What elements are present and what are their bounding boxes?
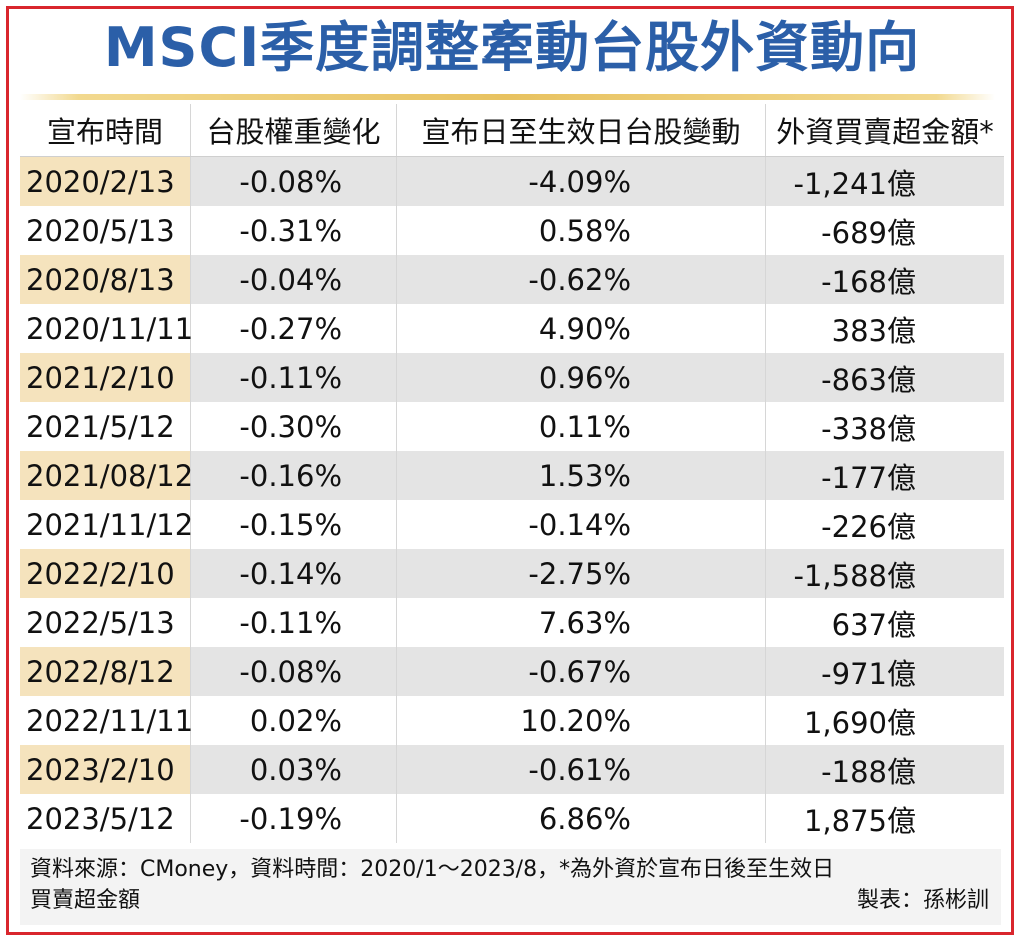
cell-foreign-flow: -971億 (765, 647, 1004, 696)
cell-date: 2020/11/11 (26, 311, 194, 346)
cell-date: 2021/2/10 (20, 353, 191, 402)
column-header-change: 宣布日至生效日台股變動 (396, 104, 766, 157)
cell-index-change: 0.11% (396, 402, 766, 451)
cell-weight-change: 0.02% (190, 696, 397, 745)
table-row: 2020/5/13 -0.31% 0.58% -689億 (20, 206, 1004, 255)
cell-foreign-flow: 1,690億 (765, 696, 1004, 745)
cell-index-change: 0.96% (396, 353, 766, 402)
cell-foreign-flow: -226億 (765, 500, 1004, 549)
cell-foreign-flow: 383億 (765, 304, 1004, 353)
table-row: 2020/8/13 -0.04% -0.62% -168億 (20, 255, 1004, 304)
cell-weight-change: 0.03% (190, 745, 397, 794)
cell-index-change: -0.14% (396, 500, 766, 549)
cell-foreign-flow: -177億 (765, 451, 1004, 500)
table-row: 2021/5/12 -0.30% 0.11% -338億 (20, 402, 1004, 451)
cell-foreign-flow: 637億 (765, 598, 1004, 647)
cell-date: 2023/2/10 (20, 745, 191, 794)
table-row: 2022/11/11 0.02% 10.20% 1,690億 (20, 696, 1004, 745)
cell-weight-change: -0.31% (190, 206, 397, 255)
cell-weight-change: -0.16% (190, 451, 397, 500)
data-table-container: 宣布時間 台股權重變化 宣布日至生效日台股變動 外資買賣超金額* 2020/2/… (20, 104, 1004, 843)
data-table: 宣布時間 台股權重變化 宣布日至生效日台股變動 外資買賣超金額* 2020/2/… (20, 104, 1004, 843)
cell-date: 2022/5/13 (26, 605, 175, 640)
cell-foreign-flow: -1,588億 (765, 549, 1004, 598)
header-row: 宣布時間 台股權重變化 宣布日至生效日台股變動 外資買賣超金額* (20, 104, 1004, 157)
cell-index-change: 7.63% (396, 598, 766, 647)
table-row: 2022/8/12 -0.08% -0.67% -971億 (20, 647, 1004, 696)
cell-foreign-flow: -188億 (765, 745, 1004, 794)
cell-index-change: 10.20% (396, 696, 766, 745)
table-row: 2021/11/12 -0.15% -0.14% -226億 (20, 500, 1004, 549)
table-row: 2022/5/13 -0.11% 7.63% 637億 (20, 598, 1004, 647)
cell-date: 2020/8/13 (20, 255, 191, 304)
cell-date: 2021/08/12 (20, 451, 193, 500)
title-underline (20, 94, 995, 100)
cell-index-change: -0.62% (396, 255, 766, 304)
cell-weight-change: -0.30% (190, 402, 397, 451)
table-body: 2020/2/13 -0.08% -4.09% -1,241億 2020/5/13 -0.… (20, 156, 1004, 843)
chart-title: MSCI季度調整牽動台股外資動向 (103, 16, 921, 79)
cell-foreign-flow: -863億 (765, 353, 1004, 402)
cell-date: 2023/5/12 (26, 801, 175, 836)
cell-weight-change: -0.08% (190, 647, 397, 696)
footnote-source: 資料來源：CMoney，資料時間：2020/1～2023/8，*為外資於宣布日後… (30, 857, 835, 882)
cell-date: 2020/5/13 (26, 213, 175, 248)
cell-index-change: 6.86% (396, 794, 766, 843)
cell-foreign-flow: -168億 (765, 255, 1004, 304)
cell-index-change: 1.53% (396, 451, 766, 500)
cell-index-change: -4.09% (396, 156, 766, 206)
column-header-weight: 台股權重變化 (190, 104, 397, 157)
table-row: 2021/08/12 -0.16% 1.53% -177億 (20, 451, 1004, 500)
cell-index-change: -0.61% (396, 745, 766, 794)
footnote-continued: 買賣超金額 (30, 888, 141, 913)
cell-date: 2022/11/11 (26, 703, 194, 738)
column-header-flow: 外資買賣超金額* (765, 104, 1004, 157)
footnote-box: 資料來源：CMoney，資料時間：2020/1～2023/8，*為外資於宣布日後… (20, 849, 1001, 925)
cell-date: 2021/5/12 (26, 409, 175, 444)
cell-date: 2021/11/12 (26, 507, 194, 542)
cell-weight-change: -0.27% (190, 304, 397, 353)
cell-date: 2022/8/12 (20, 647, 191, 696)
cell-weight-change: -0.14% (190, 549, 397, 598)
cell-foreign-flow: -338億 (765, 402, 1004, 451)
table-row: 2021/2/10 -0.11% 0.96% -863億 (20, 353, 1004, 402)
cell-foreign-flow: -1,241億 (765, 156, 1004, 206)
cell-foreign-flow: -689億 (765, 206, 1004, 255)
table-row: 2022/2/10 -0.14% -2.75% -1,588億 (20, 549, 1004, 598)
table-row: 2020/11/11 -0.27% 4.90% 383億 (20, 304, 1004, 353)
table-row: 2023/2/10 0.03% -0.61% -188億 (20, 745, 1004, 794)
cell-weight-change: -0.19% (190, 794, 397, 843)
cell-index-change: 0.58% (396, 206, 766, 255)
cell-index-change: -0.67% (396, 647, 766, 696)
cell-weight-change: -0.11% (190, 598, 397, 647)
cell-weight-change: -0.11% (190, 353, 397, 402)
cell-date: 2022/2/10 (20, 549, 191, 598)
cell-weight-change: -0.04% (190, 255, 397, 304)
cell-weight-change: -0.08% (190, 156, 397, 206)
cell-index-change: -2.75% (396, 549, 766, 598)
cell-index-change: 4.90% (396, 304, 766, 353)
table-row: 2023/5/12 -0.19% 6.86% 1,875億 (20, 794, 1004, 843)
table-row: 2020/2/13 -0.08% -4.09% -1,241億 (20, 156, 1004, 206)
credit-text: 製表：孫彬訓 (856, 888, 989, 913)
column-header-date: 宣布時間 (20, 104, 191, 157)
cell-weight-change: -0.15% (190, 500, 397, 549)
cell-foreign-flow: 1,875億 (765, 794, 1004, 843)
cell-date: 2020/2/13 (20, 156, 191, 206)
